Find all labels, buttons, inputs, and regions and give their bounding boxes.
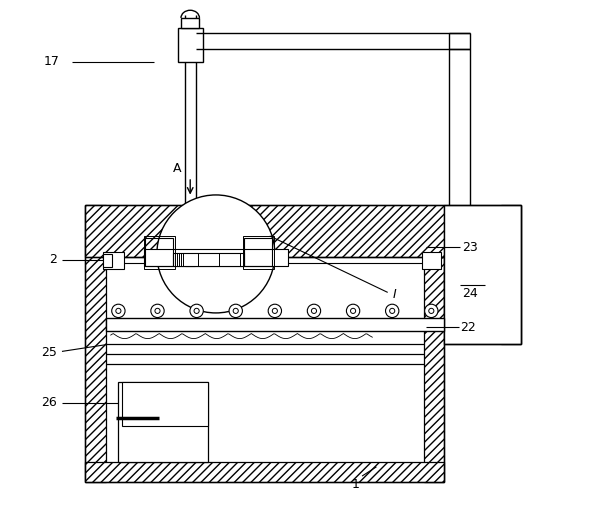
Bar xyxy=(85,205,106,482)
Circle shape xyxy=(268,304,281,318)
Bar xyxy=(178,28,203,62)
Bar xyxy=(181,18,200,28)
Text: 17: 17 xyxy=(43,55,59,68)
Circle shape xyxy=(311,308,317,313)
Bar xyxy=(103,254,112,267)
Bar xyxy=(421,252,441,269)
Circle shape xyxy=(157,195,275,313)
Text: 23: 23 xyxy=(462,241,478,254)
Circle shape xyxy=(229,304,242,318)
Circle shape xyxy=(151,304,164,318)
Bar xyxy=(144,236,175,269)
Bar xyxy=(118,382,208,462)
Text: 25: 25 xyxy=(41,346,57,359)
Bar xyxy=(145,238,173,266)
Text: 1: 1 xyxy=(352,478,359,491)
Circle shape xyxy=(425,304,438,318)
Text: 26: 26 xyxy=(41,396,57,409)
Bar xyxy=(244,238,272,266)
Bar xyxy=(144,249,288,266)
Circle shape xyxy=(429,308,434,313)
Circle shape xyxy=(233,308,239,313)
Circle shape xyxy=(155,308,160,313)
Bar xyxy=(103,252,124,269)
Bar xyxy=(244,238,272,266)
Bar xyxy=(85,462,444,482)
Circle shape xyxy=(194,308,199,313)
Circle shape xyxy=(112,304,125,318)
Bar xyxy=(444,205,521,344)
Circle shape xyxy=(389,308,395,313)
Bar xyxy=(85,205,185,256)
Bar xyxy=(501,205,521,344)
Bar xyxy=(173,253,244,266)
Text: 2: 2 xyxy=(49,253,57,266)
Circle shape xyxy=(116,308,121,313)
Text: 22: 22 xyxy=(460,321,477,334)
Bar xyxy=(243,236,274,269)
Bar xyxy=(123,382,208,426)
Bar xyxy=(196,205,444,256)
Bar xyxy=(145,238,173,266)
Circle shape xyxy=(346,304,360,318)
Circle shape xyxy=(272,308,278,313)
Circle shape xyxy=(350,308,356,313)
Circle shape xyxy=(307,304,321,318)
Bar xyxy=(424,256,444,482)
Circle shape xyxy=(190,304,203,318)
Text: I: I xyxy=(393,288,397,302)
Text: A: A xyxy=(172,163,181,175)
Text: 24: 24 xyxy=(462,287,478,300)
Bar xyxy=(106,318,444,331)
Circle shape xyxy=(385,304,399,318)
